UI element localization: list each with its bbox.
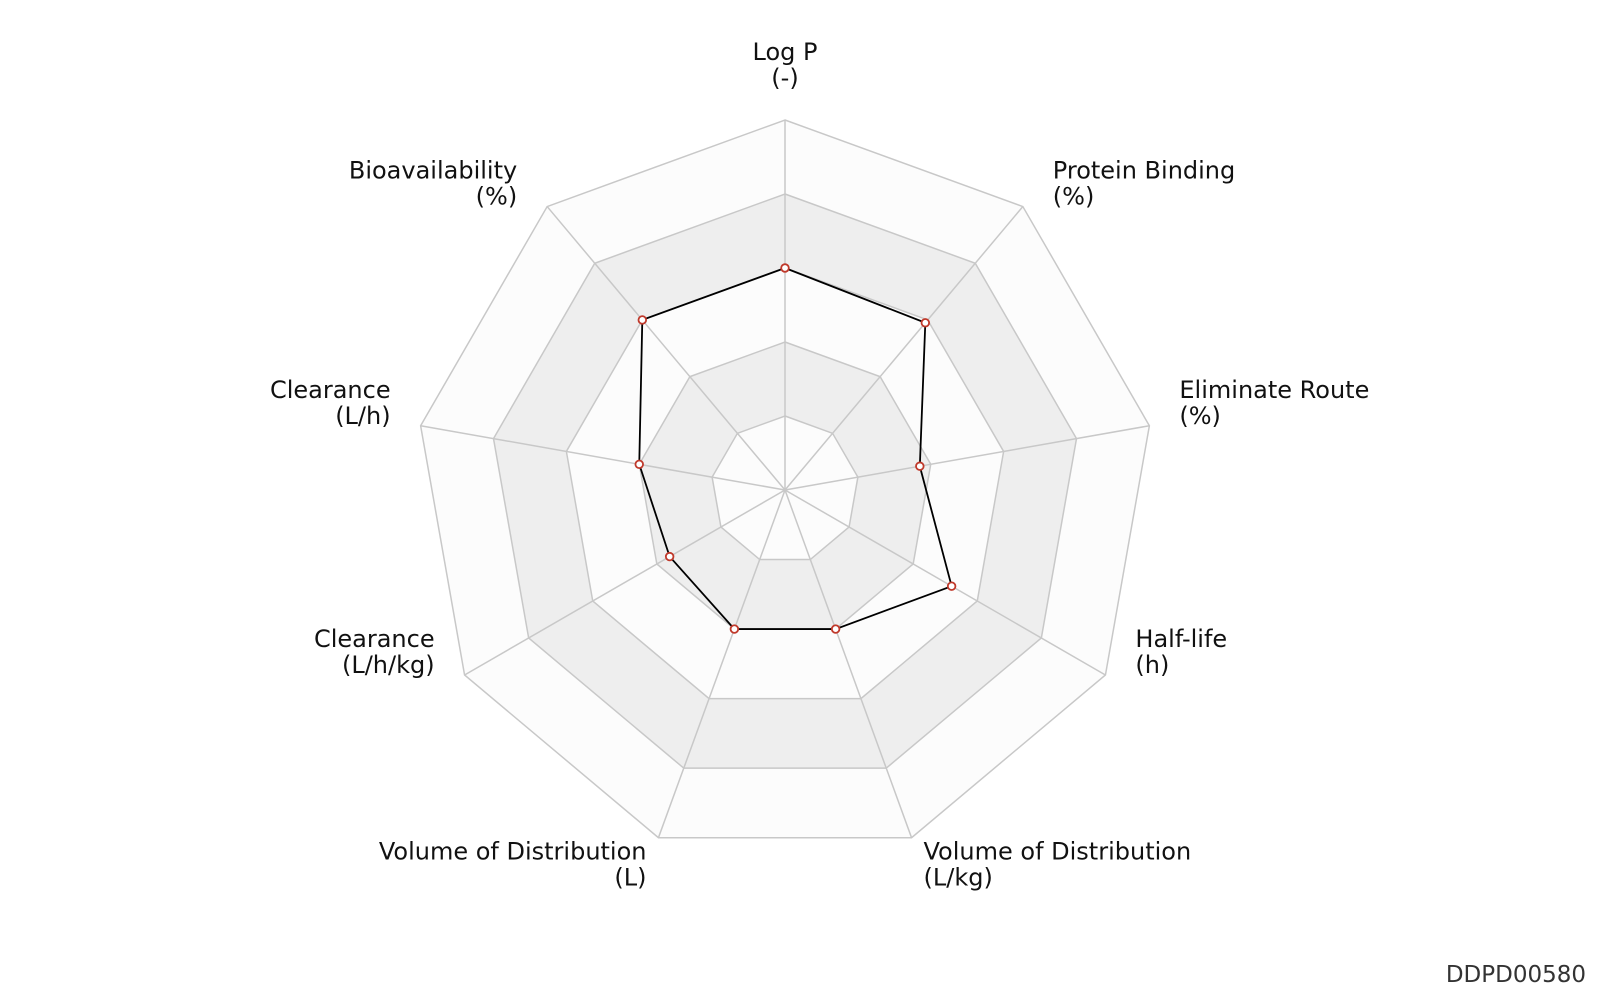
axis-unit: (%) — [476, 183, 518, 211]
radar-series — [634, 263, 957, 634]
axis-name: Protein Binding — [1053, 157, 1235, 185]
spoke-6 — [464, 489, 786, 676]
data-point-4 — [830, 624, 841, 634]
radar-spokes — [420, 120, 1150, 838]
axis-label-4: Volume of Distribution (L/kg) — [924, 838, 1192, 892]
axis-unit: (L/h) — [335, 402, 390, 430]
axis-name: Clearance — [314, 625, 435, 653]
data-point-2 — [915, 461, 925, 471]
radar-axis-labels: Log P (-)Protein Binding (%)Eliminate Rout… — [270, 38, 1369, 892]
axis-unit: (%) — [1179, 402, 1221, 430]
dataset-id: DDPD00580 — [1445, 962, 1586, 988]
axis-name: Log P — [753, 38, 818, 66]
data-point-7 — [634, 459, 644, 469]
axis-label-2: Eliminate Route (%) — [1179, 376, 1369, 430]
axis-unit: (L/kg) — [924, 864, 993, 892]
axis-unit: (L) — [614, 864, 646, 892]
data-point-6 — [664, 551, 675, 562]
data-point-0 — [780, 263, 790, 273]
axis-name: Bioavailability — [349, 157, 517, 185]
axis-unit: (%) — [1053, 183, 1095, 211]
axis-name: Volume of Distribution — [924, 838, 1192, 866]
axis-unit: (h) — [1135, 651, 1169, 679]
axis-label-3: Half-life (h) — [1135, 625, 1227, 679]
spoke-8 — [546, 206, 786, 491]
axis-name: Volume of Distribution — [379, 838, 647, 866]
series-line — [638, 267, 953, 630]
spoke-2 — [784, 425, 1150, 491]
axis-name: Half-life — [1135, 625, 1227, 653]
spoke-3 — [784, 489, 1106, 676]
axis-name: Eliminate Route — [1179, 376, 1369, 404]
data-point-1 — [920, 318, 931, 328]
spoke-5 — [657, 489, 786, 838]
data-point-8 — [637, 315, 647, 325]
data-point-5 — [729, 624, 740, 634]
axis-unit: (-) — [771, 64, 798, 92]
axis-label-1: Protein Binding (%) — [1053, 157, 1235, 211]
axis-label-7: Clearance (L/h) — [270, 376, 391, 430]
spoke-1 — [784, 206, 1024, 491]
axis-label-6: Clearance (L/h/kg) — [314, 625, 435, 679]
spoke-4 — [784, 489, 913, 838]
axis-label-0: Log P (-) — [753, 38, 818, 92]
axis-label-8: Bioavailability (%) — [349, 157, 517, 211]
spoke-7 — [420, 425, 786, 491]
axis-label-5: Volume of Distribution (L) — [379, 838, 647, 892]
axis-unit: (L/h/kg) — [342, 651, 435, 679]
data-point-3 — [946, 581, 957, 591]
axis-name: Clearance — [270, 376, 391, 404]
